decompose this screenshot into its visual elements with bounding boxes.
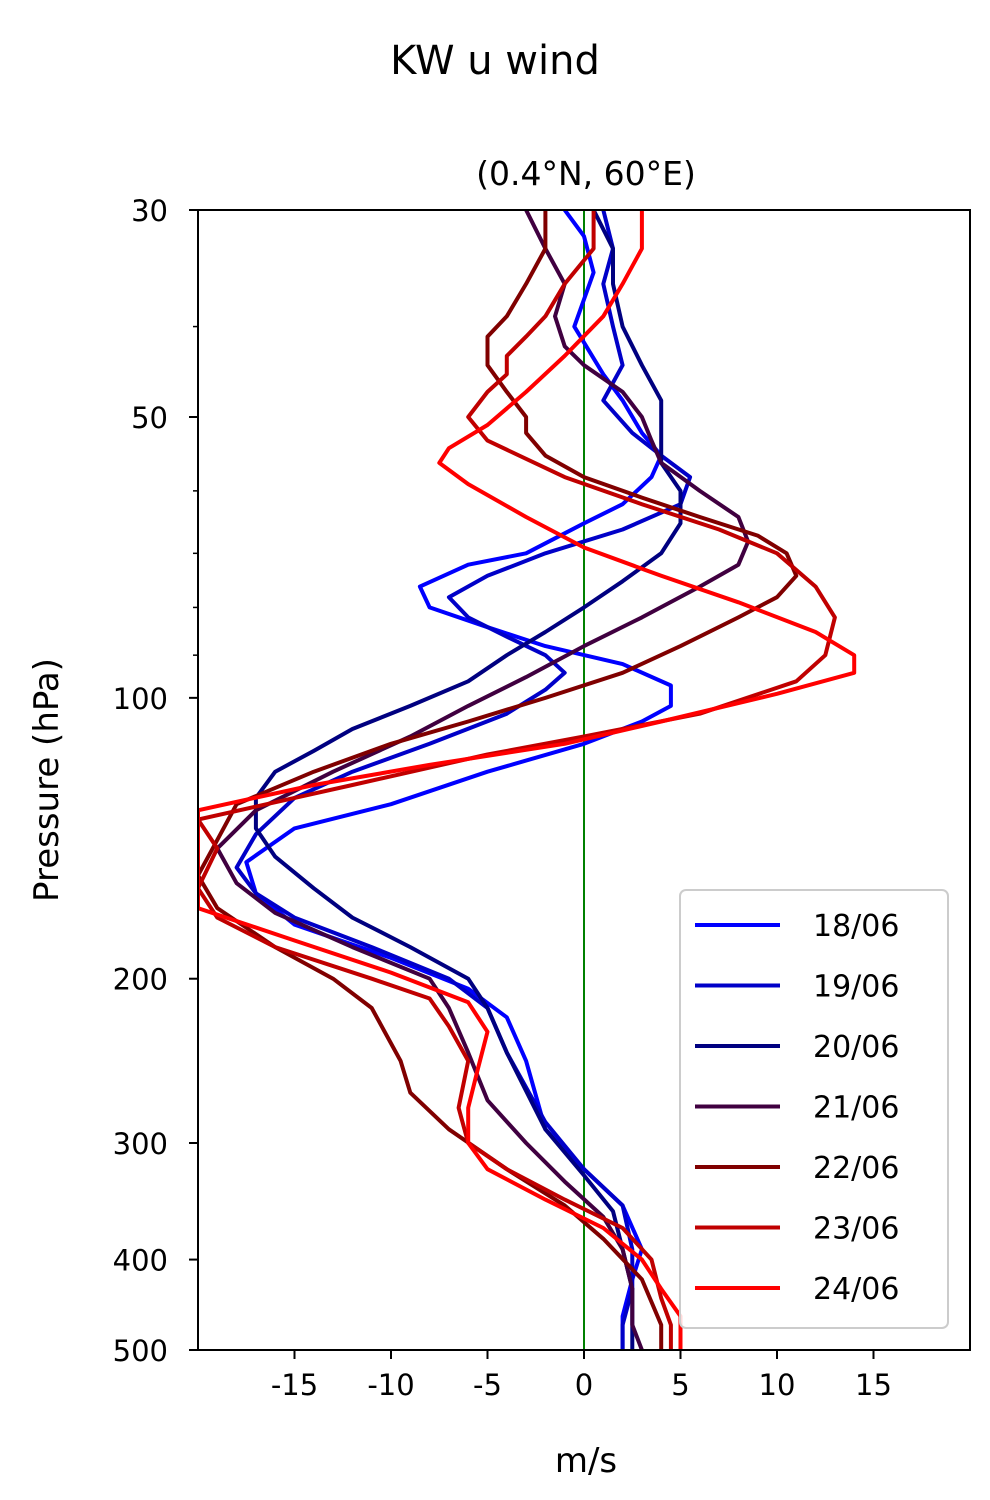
y-tick-label: 200 bbox=[113, 963, 168, 997]
series-line-1 bbox=[234, 210, 693, 1350]
chart-title: KW u wind bbox=[390, 38, 600, 84]
series-line-6 bbox=[198, 210, 857, 1350]
x-tick-label: 0 bbox=[575, 1368, 593, 1402]
series-line-2 bbox=[253, 210, 683, 1350]
legend-label-0: 18/06 bbox=[813, 909, 899, 944]
legend-label-4: 22/06 bbox=[813, 1151, 899, 1186]
legend-label-6: 24/06 bbox=[813, 1272, 899, 1307]
y-tick-label: 500 bbox=[113, 1334, 168, 1368]
series-line-4 bbox=[198, 210, 799, 1350]
x-axis-label: m/s bbox=[555, 1441, 617, 1481]
x-tick-label: -5 bbox=[473, 1368, 502, 1402]
y-tick-label: 30 bbox=[131, 194, 168, 228]
legend-label-5: 23/06 bbox=[813, 1212, 899, 1247]
y-axis-label: Pressure (hPa) bbox=[27, 658, 67, 902]
x-tick-label: 5 bbox=[671, 1368, 689, 1402]
y-tick-label: 400 bbox=[113, 1244, 168, 1278]
legend-box bbox=[679, 889, 949, 1329]
y-tick-label: 50 bbox=[131, 401, 168, 435]
y-tick-label: 100 bbox=[113, 682, 168, 716]
y-tick-label: 300 bbox=[113, 1127, 168, 1161]
x-tick-label: -10 bbox=[367, 1368, 414, 1402]
legend-label-2: 20/06 bbox=[813, 1030, 899, 1065]
legend-label-3: 21/06 bbox=[813, 1091, 899, 1126]
x-tick-label: -15 bbox=[271, 1368, 318, 1402]
chart-subtitle: (0.4°N, 60°E) bbox=[476, 154, 696, 193]
series-line-5 bbox=[198, 210, 837, 1350]
series-line-3 bbox=[215, 210, 751, 1350]
x-tick-label: 15 bbox=[855, 1368, 892, 1402]
legend-label-1: 19/06 bbox=[813, 970, 899, 1005]
legend: 18/06 19/06 20/06 21/06 22/06 23/06 24/06 bbox=[679, 889, 949, 1329]
x-tick-label: 10 bbox=[759, 1368, 796, 1402]
